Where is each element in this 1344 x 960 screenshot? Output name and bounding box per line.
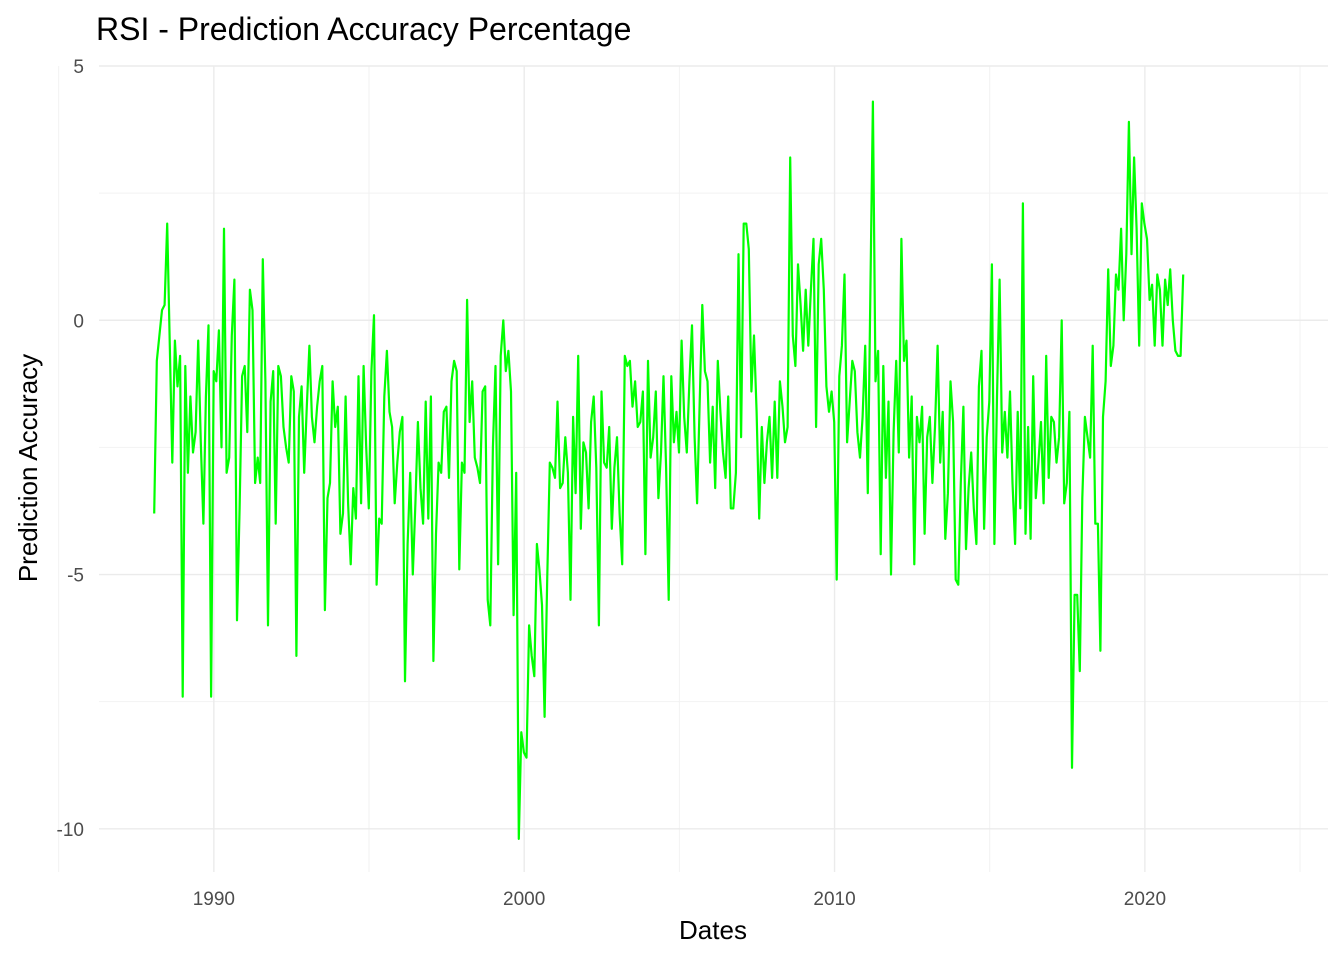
- y-tick-label: 0: [73, 311, 84, 332]
- x-tick-label: 1990: [193, 889, 235, 910]
- chart-title: RSI - Prediction Accuracy Percentage: [96, 11, 631, 47]
- x-tick-label: 2020: [1124, 889, 1166, 910]
- x-axis-title: Dates: [679, 915, 747, 945]
- series-line: [153, 100, 1185, 841]
- x-tick-label: 2000: [503, 889, 545, 910]
- x-tick-label: 2010: [813, 889, 855, 910]
- y-tick-label: -5: [67, 566, 84, 587]
- y-tick-label: -10: [57, 820, 84, 841]
- x-axis-tick-labels: 1990 2000 2010 2020: [193, 889, 1166, 910]
- y-tick-label: 5: [73, 57, 84, 78]
- y-axis-title: Prediction Accuracy: [13, 354, 43, 582]
- y-axis-tick-labels: -10 -5 0 5: [57, 57, 84, 841]
